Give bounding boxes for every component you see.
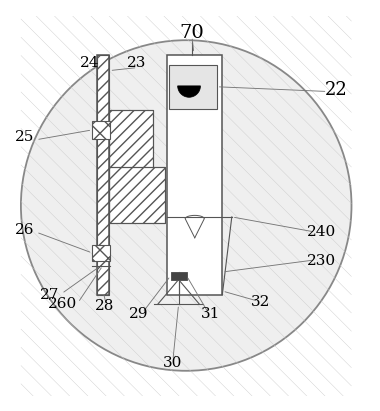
Bar xyxy=(92,121,110,139)
Text: 24: 24 xyxy=(79,56,99,70)
Text: 28: 28 xyxy=(95,299,114,313)
Circle shape xyxy=(21,40,352,371)
Text: 23: 23 xyxy=(127,56,146,70)
Text: 26: 26 xyxy=(15,223,35,237)
Bar xyxy=(109,111,153,169)
Text: 31: 31 xyxy=(201,307,220,321)
Wedge shape xyxy=(178,86,201,97)
Text: 27: 27 xyxy=(40,288,59,302)
Text: 260: 260 xyxy=(48,297,77,311)
Bar xyxy=(109,168,165,223)
Bar xyxy=(167,55,222,295)
Bar xyxy=(92,245,110,261)
Text: 29: 29 xyxy=(129,307,149,321)
Bar xyxy=(97,55,109,295)
Bar xyxy=(109,111,153,169)
Text: 32: 32 xyxy=(251,296,270,309)
Bar xyxy=(171,272,187,279)
Bar xyxy=(97,55,109,295)
Text: 230: 230 xyxy=(307,254,336,268)
Text: 70: 70 xyxy=(179,23,204,42)
Bar xyxy=(169,65,217,109)
Text: 25: 25 xyxy=(15,130,34,144)
Text: 240: 240 xyxy=(307,225,336,239)
Text: 22: 22 xyxy=(325,81,348,99)
Bar xyxy=(109,168,165,223)
Text: 30: 30 xyxy=(163,356,182,370)
